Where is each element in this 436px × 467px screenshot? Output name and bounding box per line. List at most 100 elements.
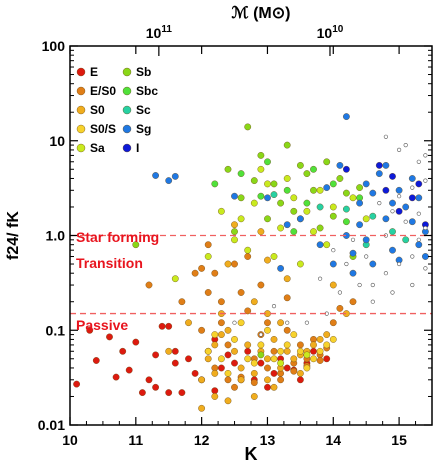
y-tick-label: 1.0 bbox=[46, 228, 66, 244]
data-point-unclassified bbox=[397, 194, 402, 199]
data-point-sb bbox=[303, 170, 311, 178]
data-point-es0 bbox=[250, 379, 258, 386]
data-point-i bbox=[375, 161, 383, 169]
data-point-unclassified bbox=[416, 159, 421, 164]
data-point-unclassified bbox=[423, 153, 428, 158]
data-point-sa bbox=[316, 186, 324, 194]
data-point-sg bbox=[323, 184, 331, 192]
data-point-unclassified bbox=[337, 290, 343, 295]
data-point-e bbox=[138, 389, 146, 396]
data-point-unclassified bbox=[390, 209, 395, 214]
data-point-unclassified bbox=[416, 237, 421, 242]
data-point-s0s bbox=[257, 341, 265, 349]
data-point-s0 bbox=[211, 341, 219, 349]
legend-label: Sa bbox=[90, 141, 105, 155]
data-point-e bbox=[171, 359, 179, 367]
data-point-i bbox=[408, 194, 416, 202]
data-point-unclassified bbox=[370, 282, 375, 288]
data-point-sa bbox=[204, 253, 212, 260]
data-point-es0 bbox=[178, 298, 186, 306]
data-point-e bbox=[264, 383, 271, 391]
data-point-es0 bbox=[217, 319, 225, 327]
zone-label-transition: Transition bbox=[76, 255, 143, 271]
data-point-sb bbox=[283, 141, 291, 149]
data-point-s0s bbox=[310, 355, 317, 363]
legend-marker bbox=[122, 143, 132, 153]
data-point-sa bbox=[303, 351, 311, 359]
data-point-sa bbox=[270, 253, 278, 260]
data-point-i bbox=[382, 186, 390, 194]
data-point-sg bbox=[171, 172, 179, 180]
data-point-sa bbox=[231, 236, 238, 244]
top-axis-title: ℳ (M⊙) bbox=[232, 5, 291, 22]
data-point-unclassified bbox=[271, 304, 277, 309]
data-point-e bbox=[178, 389, 186, 396]
x-tick-label: 14 bbox=[325, 432, 341, 448]
data-point-i bbox=[415, 180, 423, 188]
data-point-s0 bbox=[316, 335, 324, 343]
legend-marker bbox=[76, 143, 86, 153]
data-point-sg bbox=[316, 241, 324, 249]
data-point-s0 bbox=[224, 326, 232, 334]
data-point-es0 bbox=[264, 364, 271, 372]
data-point-sa bbox=[171, 275, 179, 283]
data-point-sb bbox=[257, 351, 265, 359]
data-point-e bbox=[125, 366, 133, 374]
data-point-sg bbox=[264, 194, 271, 202]
data-point-s0s bbox=[316, 347, 324, 355]
data-point-s0 bbox=[250, 393, 258, 400]
data-point-sb bbox=[342, 189, 350, 197]
data-point-s0 bbox=[244, 341, 252, 349]
data-point-sg bbox=[342, 113, 350, 121]
data-point-es0 bbox=[198, 264, 206, 272]
data-point-sc bbox=[369, 212, 377, 220]
data-point-s0 bbox=[270, 335, 278, 343]
data-point-s0s bbox=[277, 347, 284, 355]
legend-marker bbox=[76, 105, 86, 115]
data-point-s0 bbox=[198, 376, 206, 384]
data-point-sc bbox=[270, 191, 278, 199]
data-point-sa bbox=[329, 203, 337, 211]
data-point-unclassified bbox=[318, 276, 323, 281]
data-point-sbc bbox=[310, 165, 317, 173]
x-tick-label: 13 bbox=[260, 432, 276, 448]
data-point-e bbox=[165, 322, 173, 330]
data-point-s0 bbox=[211, 393, 219, 400]
data-point-s0 bbox=[283, 347, 291, 355]
data-point-s0s bbox=[329, 335, 337, 343]
data-point-sb bbox=[231, 228, 238, 236]
data-point-s0 bbox=[231, 347, 238, 355]
data-point-sg bbox=[415, 194, 423, 202]
data-point-es0 bbox=[270, 347, 278, 355]
data-point-sa bbox=[296, 260, 304, 268]
data-point-es0 bbox=[198, 326, 206, 334]
data-point-unclassified bbox=[423, 266, 428, 271]
data-point-s0 bbox=[250, 369, 258, 377]
data-point-e bbox=[152, 383, 160, 391]
legend-marker bbox=[122, 124, 132, 134]
data-point-es0 bbox=[204, 241, 212, 249]
data-point-unclassified bbox=[344, 261, 349, 267]
data-point-s0 bbox=[237, 376, 245, 384]
data-point-sc bbox=[389, 228, 396, 236]
data-point-sa bbox=[349, 194, 357, 202]
data-point-es0 bbox=[296, 341, 304, 349]
data-point-e bbox=[191, 369, 199, 377]
data-point-sbc bbox=[303, 199, 311, 207]
data-point-sb bbox=[290, 207, 298, 215]
data-point-sa bbox=[303, 207, 311, 215]
legend-label: E/S0 bbox=[90, 84, 116, 98]
data-point-unclassified bbox=[383, 134, 389, 139]
data-point-s0s bbox=[270, 355, 278, 363]
data-point-s0 bbox=[198, 404, 206, 412]
data-point-es0 bbox=[224, 376, 232, 384]
data-point-sbc bbox=[257, 192, 265, 200]
data-point-e bbox=[73, 380, 81, 388]
data-point-s0 bbox=[185, 319, 192, 327]
data-point-unclassified bbox=[410, 254, 415, 259]
data-point-e bbox=[244, 347, 252, 355]
data-point-e bbox=[145, 376, 153, 384]
threshold-lines bbox=[70, 234, 432, 315]
data-point-s0 bbox=[165, 347, 173, 355]
data-point-unclassified bbox=[377, 201, 382, 206]
